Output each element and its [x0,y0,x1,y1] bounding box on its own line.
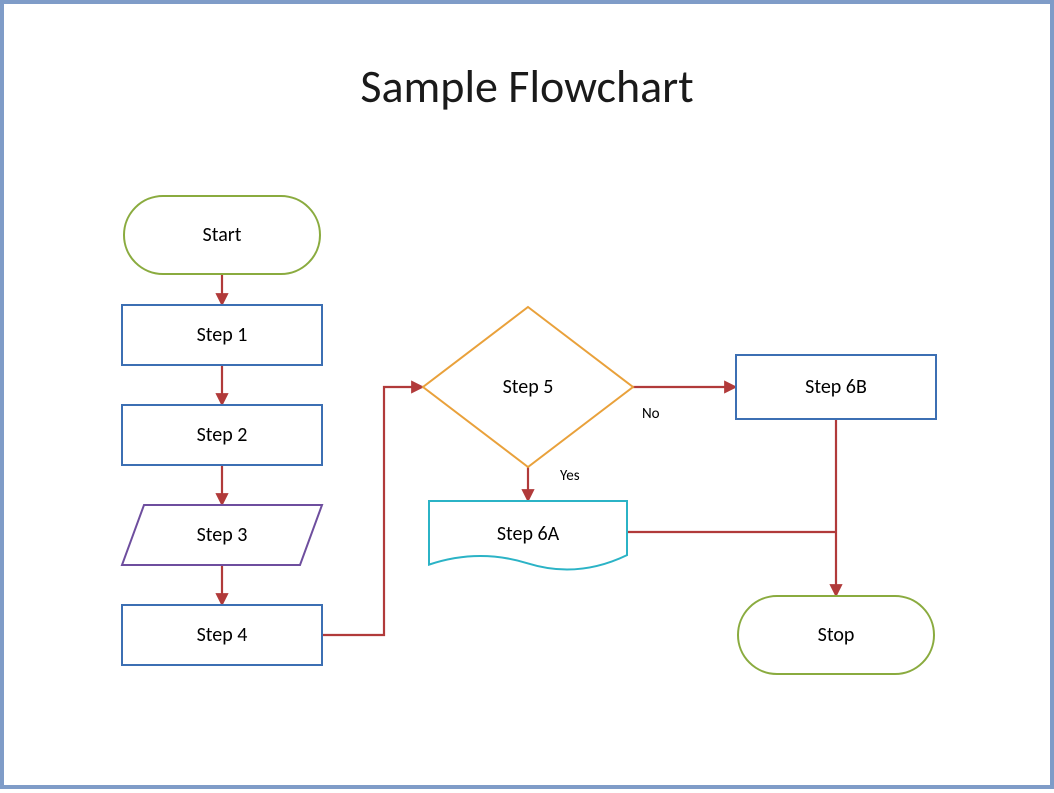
node-s5: Step 5 [423,307,633,467]
node-label-stop: Stop [818,623,855,647]
node-s3: Step 3 [122,505,322,565]
node-label-start: Start [203,223,242,247]
node-start: Start [124,196,320,274]
node-label-s6a: Step 6A [497,522,560,546]
node-s4: Step 4 [122,605,322,665]
flowchart-canvas: Yes No Start Step 1 Step 2 Step 3 Step 4 Step 5… [4,4,1054,793]
node-label-s6b: Step 6B [805,375,867,399]
nodes-group: Start Step 1 Step 2 Step 3 Step 4 Step 5 Step … [122,196,936,674]
node-label-s3: Step 3 [197,523,248,547]
edge-label-yes: Yes [560,467,580,485]
edge-label-no: No [642,405,660,423]
node-label-s2: Step 2 [197,423,248,447]
node-label-s1: Step 1 [197,323,248,347]
node-stop: Stop [738,596,934,674]
node-s6a: Step 6A [429,501,627,570]
edge-s4-s5 [322,387,423,635]
node-label-s4: Step 4 [197,623,248,647]
node-s1: Step 1 [122,305,322,365]
node-s2: Step 2 [122,405,322,465]
node-s6b: Step 6B [736,355,936,419]
node-label-s5: Step 5 [503,375,554,399]
slide-frame: Sample Flowchart YesNoStartStep 1Step 2S… [0,0,1054,789]
